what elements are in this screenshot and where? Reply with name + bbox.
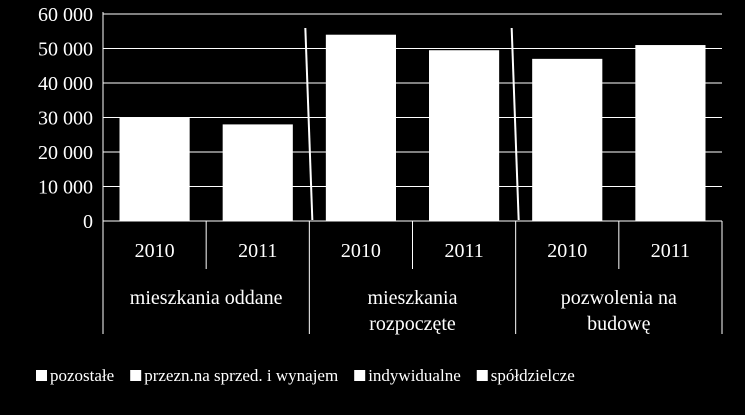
gridlines xyxy=(103,13,722,187)
y-tick-label: 0 xyxy=(83,211,93,233)
category-label: 2010 xyxy=(547,240,587,262)
y-tick-label: 20 000 xyxy=(38,142,93,164)
bar xyxy=(119,117,190,221)
group-label: mieszkania xyxy=(368,287,458,309)
category-label: 2011 xyxy=(651,240,690,262)
y-tick-label: 10 000 xyxy=(38,177,93,199)
category-label: 2011 xyxy=(444,240,483,262)
category-label: 2010 xyxy=(135,240,175,262)
legend-swatch xyxy=(130,370,142,381)
legend-label: spółdzielcze xyxy=(491,366,575,385)
bar xyxy=(325,34,396,222)
y-tick-label: 30 000 xyxy=(38,108,93,130)
y-tick-label: 40 000 xyxy=(38,73,93,95)
group-label: pozwolenia na xyxy=(561,287,677,309)
legend: pozostałe przezn.na sprzed. i wynajem indy… xyxy=(36,366,575,385)
legend-swatch xyxy=(476,370,488,381)
bar xyxy=(429,50,500,221)
legend-swatch xyxy=(354,370,366,381)
category-label: 2011 xyxy=(238,240,277,262)
bars xyxy=(119,34,706,222)
y-tick-label: 60 000 xyxy=(38,4,93,26)
group-label: mieszkania oddane xyxy=(130,287,283,309)
x-axis: 2010 2011 mieszkania oddane 2010 2011 mieszka… xyxy=(102,12,723,335)
legend-label: indywidualne xyxy=(368,366,461,385)
bar xyxy=(635,45,706,221)
bar xyxy=(222,124,293,221)
group-label: rozpoczęte xyxy=(369,313,456,335)
legend-label: pozostałe xyxy=(50,366,114,385)
y-axis-ticks: 0 10 000 20 000 30 000 40 000 50 000 60 000 xyxy=(38,4,93,233)
category-label: 2010 xyxy=(341,240,381,262)
group-label: budowę xyxy=(587,313,650,335)
y-tick-label: 50 000 xyxy=(38,39,93,61)
legend-swatch xyxy=(36,370,47,381)
axis-break-mark xyxy=(304,27,314,221)
legend-label: przezn.na sprzed. i wynajem xyxy=(144,366,338,385)
axis-break-mark xyxy=(510,27,520,221)
bar xyxy=(532,58,603,221)
